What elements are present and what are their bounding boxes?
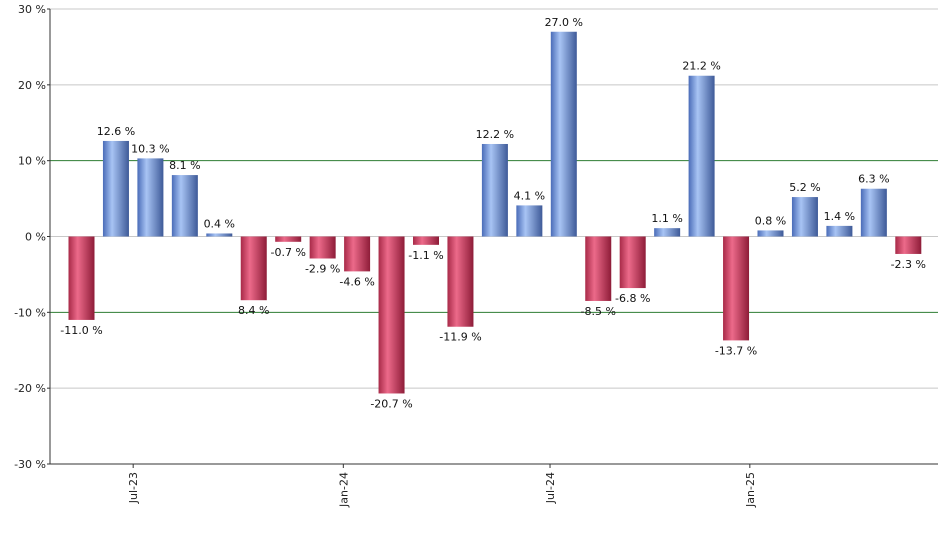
x-axis-ticks: Jul-23 Jan-24 Jul-24 Jan-25 bbox=[127, 464, 757, 508]
y-tick-label: 0 % bbox=[25, 231, 46, 244]
data-label: -11.0 % bbox=[60, 324, 102, 337]
data-label: 1.4 % bbox=[824, 210, 855, 223]
data-label: 1.1 % bbox=[651, 212, 682, 225]
bar-positive bbox=[481, 143, 508, 237]
bar-negative bbox=[447, 236, 474, 327]
bar-negative bbox=[895, 236, 922, 254]
bars bbox=[68, 31, 922, 394]
x-tick-label: Jan-24 bbox=[337, 472, 350, 508]
data-label: 4.1 % bbox=[514, 189, 545, 202]
bar-positive bbox=[654, 228, 681, 237]
data-label: 5.2 % bbox=[789, 181, 820, 194]
bar-positive bbox=[860, 188, 887, 237]
data-label: 8.4 % bbox=[238, 304, 269, 317]
data-label: 6.3 % bbox=[858, 173, 889, 186]
y-tick-label: -20 % bbox=[14, 382, 46, 395]
data-label: 8.1 % bbox=[169, 159, 200, 172]
data-label: 12.6 % bbox=[97, 125, 135, 138]
data-label: -1.1 % bbox=[408, 249, 443, 262]
data-label: 12.2 % bbox=[476, 128, 514, 141]
data-label: -2.3 % bbox=[891, 258, 926, 271]
x-tick-label: Jul-23 bbox=[127, 472, 140, 504]
data-label: 10.3 % bbox=[131, 142, 169, 155]
bar-negative bbox=[413, 236, 439, 245]
y-tick-label: 10 % bbox=[18, 155, 46, 168]
bar-negative bbox=[619, 236, 646, 289]
bar-negative bbox=[275, 236, 302, 242]
data-label: -11.9 % bbox=[439, 331, 481, 344]
data-label: -4.6 % bbox=[339, 275, 374, 288]
bar-positive bbox=[550, 31, 577, 237]
data-label: -0.7 % bbox=[270, 246, 305, 259]
bar-negative bbox=[309, 236, 336, 259]
data-label: -2.9 % bbox=[305, 262, 340, 275]
y-tick-label: -10 % bbox=[14, 306, 46, 319]
y-tick-label: -30 % bbox=[14, 458, 46, 471]
bar-positive bbox=[137, 158, 164, 237]
x-tick-label: Jul-24 bbox=[544, 472, 557, 504]
bar-positive bbox=[102, 140, 129, 237]
axes bbox=[49, 9, 938, 465]
data-labels: -11.0 % 12.6 % 10.3 %8.1 % 0.4 % 8.4 % -0.7 %… bbox=[60, 16, 926, 411]
y-tick-label: 30 % bbox=[18, 3, 46, 16]
bar-negative bbox=[68, 236, 95, 320]
bar-negative bbox=[723, 236, 750, 341]
bar-positive bbox=[791, 197, 818, 237]
y-axis-ticks: 30 % 20 % 10 % 0 % -10 % -20 % -30 % bbox=[14, 3, 50, 471]
data-label: -20.7 % bbox=[370, 397, 412, 410]
bar-negative bbox=[240, 236, 267, 301]
x-tick-label: Jan-25 bbox=[744, 472, 757, 508]
bar-negative bbox=[344, 236, 371, 272]
bar-negative bbox=[585, 236, 612, 301]
bar-positive bbox=[171, 175, 198, 237]
bar-positive bbox=[206, 233, 233, 237]
bar-positive bbox=[826, 225, 853, 237]
data-label: 21.2 % bbox=[682, 60, 720, 73]
bar-negative bbox=[378, 236, 405, 394]
data-label: 0.4 % bbox=[204, 217, 235, 230]
bar-positive bbox=[516, 205, 543, 237]
data-label: -6.8 % bbox=[615, 292, 650, 305]
bar-positive bbox=[757, 230, 784, 237]
data-label: 0.8 % bbox=[755, 214, 786, 227]
data-label: -13.7 % bbox=[715, 344, 757, 357]
bar-positive bbox=[688, 75, 715, 237]
data-label: 27.0 % bbox=[545, 16, 583, 29]
y-tick-label: 20 % bbox=[18, 79, 46, 92]
data-label: -8.5 % bbox=[581, 305, 616, 318]
